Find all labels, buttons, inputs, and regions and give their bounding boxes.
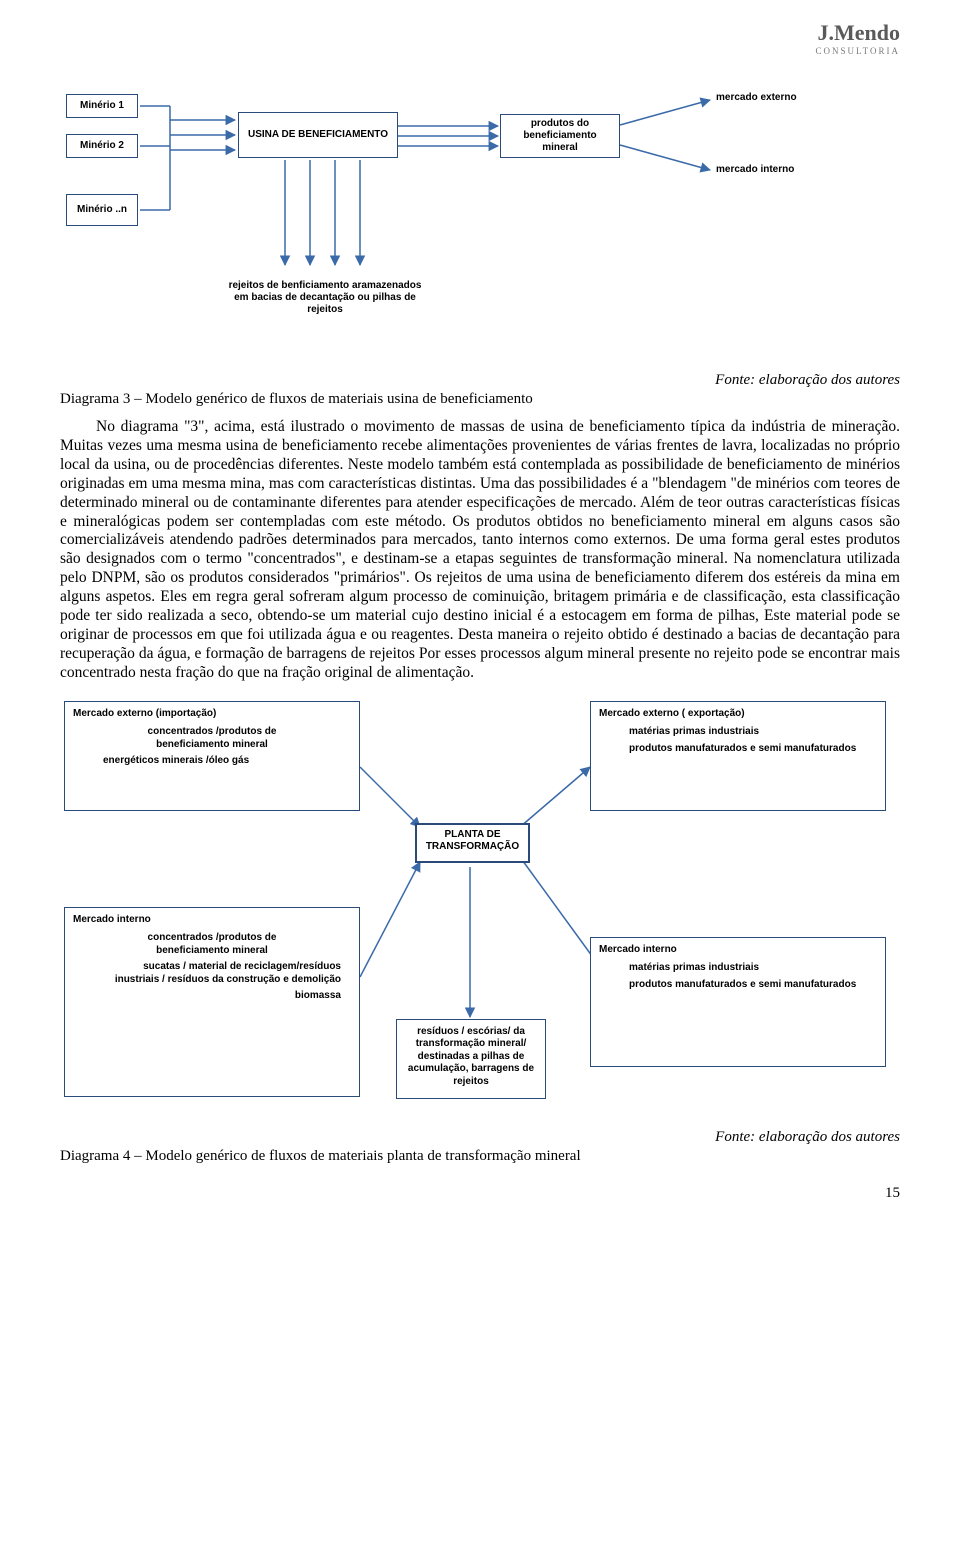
- diagram-1-connectors: [60, 90, 900, 370]
- import-s1: concentrados /produtos de beneficiamento…: [73, 726, 351, 751]
- interno-right-title: Mercado interno: [599, 944, 877, 957]
- box-minerio-2: Minério 2: [66, 134, 138, 158]
- box-minerio-n: Minério ..n: [66, 194, 138, 226]
- box-minerio-1: Minério 1: [66, 94, 138, 118]
- interno-right-s1: matérias primas industriais: [629, 962, 877, 975]
- source-2: Fonte: elaboração dos autores: [60, 1129, 900, 1146]
- interno-right-s2: produtos manufaturados e semi manufatura…: [629, 979, 877, 992]
- diagram-2: Mercado externo (importação) concentrado…: [60, 697, 900, 1127]
- import-title: Mercado externo (importação): [73, 708, 351, 721]
- heading-diagram-3: Diagrama 3 – Modelo genérico de fluxos d…: [60, 391, 900, 408]
- text-rejeitos: rejeitos de benficiamento aramazenados e…: [220, 280, 430, 316]
- interno-left-s1: concentrados /produtos de beneficiamento…: [73, 932, 351, 957]
- logo-sub: CONSULTORIA: [815, 46, 900, 56]
- import-s2: energéticos minerais /óleo gás: [103, 755, 351, 768]
- logo: J.Mendo CONSULTORIA: [815, 20, 900, 56]
- diagram-1: Minério 1 Minério 2 Minério ..n USINA DE…: [60, 90, 900, 370]
- box-interno-left: Mercado interno concentrados /produtos d…: [64, 907, 360, 1097]
- text-mercado-interno: mercado interno: [716, 164, 794, 176]
- box-usina: USINA DE BENEFICIAMENTO: [238, 112, 398, 158]
- box-produtos: produtos do beneficiamento mineral: [500, 114, 620, 158]
- box-interno-right: Mercado interno matérias primas industri…: [590, 937, 886, 1067]
- heading-diagram-4: Diagrama 4 – Modelo genérico de fluxos d…: [60, 1148, 900, 1165]
- interno-left-title: Mercado interno: [73, 914, 351, 927]
- body-paragraph: No diagrama "3", acima, está ilustrado o…: [60, 418, 900, 683]
- box-import: Mercado externo (importação) concentrado…: [64, 701, 360, 811]
- page-number: 15: [60, 1185, 900, 1202]
- export-title: Mercado externo ( exportação): [599, 708, 877, 721]
- interno-left-s2: sucatas / material de reciclagem/resíduo…: [103, 961, 351, 986]
- box-export: Mercado externo ( exportação) matérias p…: [590, 701, 886, 811]
- box-planta: PLANTA DE TRANSFORMAÇÃO: [415, 823, 530, 863]
- text-mercado-externo: mercado externo: [716, 92, 797, 104]
- logo-main: J.Mendo: [815, 20, 900, 46]
- export-s1: matérias primas industriais: [629, 726, 877, 739]
- interno-left-s3: biomassa: [103, 990, 351, 1003]
- box-residuos: resíduos / escórias/ da transformação mi…: [396, 1019, 546, 1099]
- source-1: Fonte: elaboração dos autores: [60, 372, 900, 389]
- export-s2: produtos manufaturados e semi manufatura…: [629, 743, 877, 756]
